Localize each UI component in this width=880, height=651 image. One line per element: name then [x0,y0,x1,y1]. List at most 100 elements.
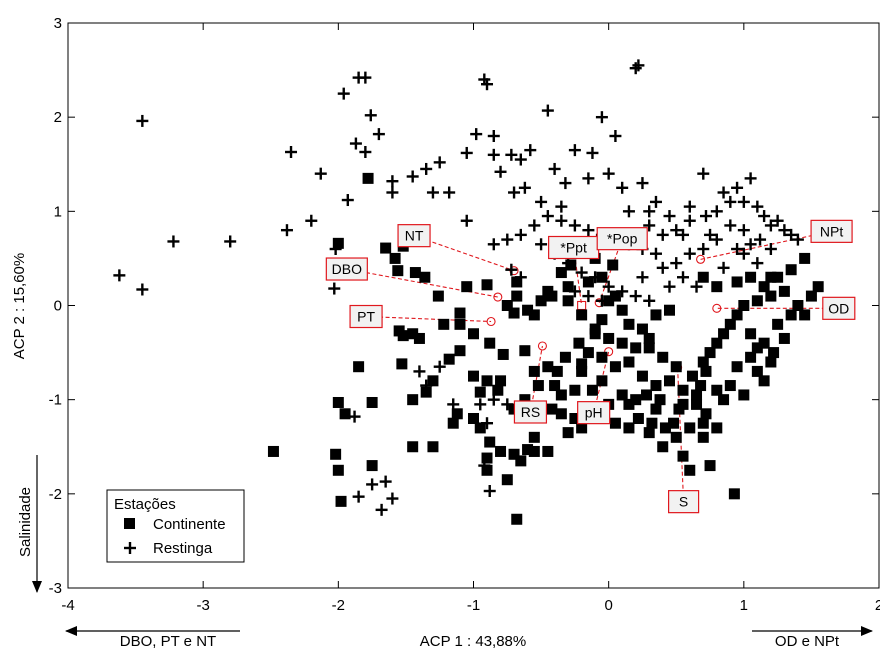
x-tick-label: 2 [875,597,880,614]
point-restinga [379,475,392,488]
point-continente [718,328,730,340]
point-restinga [697,243,710,255]
point-restinga [677,271,690,284]
legend: Estações Continente Restinga [106,489,245,563]
point-continente [569,413,581,424]
legend-entry-restinga: Restinga [153,540,213,557]
point-restinga [113,269,126,282]
point-continente [609,417,621,429]
point-restinga [413,365,426,378]
point-continente [501,474,513,486]
point-continente [596,351,608,363]
legend-plus-marker [124,542,136,554]
point-restinga [447,398,460,411]
point-continente [484,436,496,448]
point-continente [731,361,743,373]
variable-label-text: PT [357,309,375,325]
point-restinga [616,181,629,194]
point-restinga [366,478,379,491]
point-continente [573,337,585,349]
point-restinga [656,228,669,241]
point-continente [447,417,459,429]
point-restinga [483,485,496,498]
point-continente [501,300,513,311]
point-restinga [285,146,298,159]
point-continente [565,259,577,271]
point-continente [668,417,680,429]
variable-label-text: NPt [820,223,843,239]
point-continente [519,345,531,357]
point-continente [380,242,392,254]
y-tick-label: 0 [54,298,62,315]
point-continente [792,300,804,311]
point-continente [481,464,493,476]
point-continente [785,264,797,276]
point-continente [751,295,763,307]
point-continente [555,267,567,279]
point-continente [535,295,547,307]
point-continente [497,348,509,360]
point-restinga [433,360,446,373]
point-restinga [771,214,784,227]
point-continente [623,356,635,368]
variable-label: DBO [325,257,368,281]
point-continente [559,351,571,363]
point-restinga [699,210,712,223]
point-restinga [643,205,656,218]
x-tick-label: -4 [61,597,74,614]
point-restinga [352,490,365,503]
point-restinga [656,261,669,274]
point-continente [396,358,408,370]
point-restinga [602,167,615,180]
point-continente [765,290,777,302]
point-restinga [589,271,602,284]
point-continente [569,384,581,396]
point-continente [407,441,419,453]
x-tick-label: 1 [740,597,748,614]
point-restinga [481,78,494,91]
point-restinga [602,280,615,293]
point-continente [738,300,750,311]
point-continente [586,384,598,396]
point-continente [663,304,675,316]
point-restinga [328,282,341,295]
point-restinga [514,271,527,284]
point-continente [677,384,689,396]
y-tick-label: -1 [49,392,62,409]
point-restinga [683,247,696,260]
point-continente [407,394,419,406]
point-restinga [562,257,575,270]
point-restinga [717,261,730,274]
point-continente [332,464,344,476]
point-restinga [375,503,388,516]
point-restinga [501,233,514,246]
point-restinga [420,162,433,175]
point-restinga [314,167,327,180]
point-continente [697,356,709,368]
point-restinga [731,243,744,255]
point-continente [495,445,507,457]
variable-label: pH [577,401,611,425]
point-restinga [349,137,362,150]
connector-line [700,230,832,260]
point-continente [562,427,574,439]
point-continente [484,337,496,349]
loading-marker [493,292,503,302]
point-restinga [359,71,372,84]
point-continente [468,413,479,424]
point-restinga [586,146,599,159]
point-continente [495,375,507,387]
point-restinga [670,257,683,270]
x-axis-title: ACP 1 : 43,88% [420,633,526,650]
point-continente [778,332,790,344]
point-continente [332,237,344,249]
point-continente [267,445,279,457]
point-restinga [751,257,764,270]
point-continente [812,281,824,293]
point-restinga [280,224,293,237]
point-continente [420,386,432,398]
arrow-vertical: Salinidade [17,455,42,593]
point-restinga [372,128,385,141]
loading-marker [537,341,547,351]
variable-label: RS [513,400,548,424]
